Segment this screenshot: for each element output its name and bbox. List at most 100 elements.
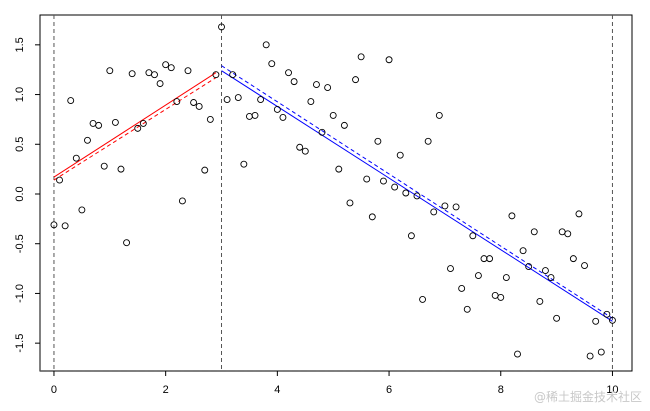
data-point: [391, 183, 399, 191]
x-axis: 0 2 4 6 8 10: [51, 371, 619, 396]
data-point: [352, 76, 359, 84]
data-point: [547, 274, 555, 281]
data-point: [374, 137, 382, 145]
data-point: [184, 67, 192, 75]
data-point: [569, 255, 577, 263]
data-point: [335, 165, 343, 173]
data-point: [497, 293, 505, 301]
data-point: [240, 160, 248, 168]
data-point: [474, 272, 482, 279]
data-point: [117, 165, 125, 173]
data-point: [178, 197, 186, 205]
plot-frame: [39, 14, 633, 372]
data-point: [162, 61, 170, 69]
data-point: [262, 41, 270, 49]
data-point: [609, 316, 616, 324]
data-point: [592, 317, 600, 325]
y-tick-label: -1.0: [14, 284, 26, 303]
data-point: [553, 314, 561, 322]
data-point: [50, 221, 58, 229]
data-point: [603, 310, 611, 318]
data-point: [519, 247, 527, 255]
data-point: [402, 189, 410, 197]
y-tick-label: -1.5: [14, 334, 26, 353]
data-point: [324, 84, 332, 92]
data-point: [313, 81, 320, 89]
data-point: [536, 297, 544, 305]
data-point: [480, 255, 488, 263]
data-point: [123, 239, 131, 247]
data-point: [173, 98, 181, 105]
y-tick-label: 1.5: [14, 37, 26, 52]
data-point: [424, 137, 432, 145]
data-point: [469, 232, 477, 240]
data-point: [558, 228, 566, 236]
data-point: [206, 115, 214, 123]
data-point: [530, 228, 538, 236]
data-point: [329, 111, 337, 119]
data-point: [508, 212, 516, 220]
data-point: [223, 96, 231, 103]
data-point: [229, 71, 237, 79]
data-point: [581, 262, 588, 270]
data-point: [167, 64, 175, 72]
data-point: [586, 352, 594, 360]
data-point: [279, 113, 287, 121]
data-point: [407, 232, 415, 240]
data-point: [346, 199, 354, 207]
data-point: [156, 80, 164, 88]
data-point: [419, 295, 427, 303]
data-point: [195, 103, 203, 110]
data-point: [525, 263, 533, 271]
data-point: [413, 192, 421, 200]
data-point: [435, 111, 443, 119]
data-point: [95, 121, 103, 129]
y-tick-label: 1.0: [14, 87, 26, 102]
y-tick-label: 0.0: [14, 186, 26, 201]
data-point: [514, 350, 521, 358]
x-tick-label: 4: [274, 384, 280, 396]
data-point: [212, 71, 220, 79]
data-point: [363, 175, 371, 183]
data-point: [447, 265, 454, 273]
data-point: [151, 71, 158, 79]
fitted-line-2: [221, 70, 613, 322]
y-tick-label: -0.5: [14, 234, 26, 253]
data-point: [139, 119, 147, 127]
data-point: [134, 124, 142, 132]
data-point: [257, 96, 265, 103]
data-point: [273, 106, 281, 113]
data-point: [218, 23, 225, 31]
x-tick-label: 10: [606, 384, 618, 396]
data-point: [380, 177, 387, 185]
data-point: [78, 206, 86, 214]
data-point: [285, 69, 292, 77]
data-point: [251, 111, 259, 119]
data-point: [128, 70, 136, 78]
data-point: [541, 267, 549, 275]
fitted-line-0: [53, 72, 217, 178]
data-point: [458, 285, 466, 292]
y-axis: -1.5 -1.0 -0.5 0.0 0.5 1.0 1.5: [14, 37, 40, 353]
data-point: [396, 151, 404, 159]
data-point: [84, 136, 91, 144]
data-point: [111, 118, 119, 126]
data-point: [296, 143, 304, 151]
data-point: [486, 255, 494, 263]
data-point: [452, 203, 460, 211]
data-point: [357, 53, 365, 61]
data-point: [245, 112, 253, 120]
data-point: [190, 99, 198, 106]
data-point: [145, 69, 153, 77]
data-point: [72, 154, 80, 162]
data-point: [290, 78, 298, 86]
y-tick-label: 0.5: [14, 137, 26, 152]
fitted-lines: [53, 65, 613, 322]
x-tick-label: 2: [163, 384, 169, 396]
data-point: [56, 176, 63, 184]
data-point: [463, 305, 471, 313]
data-point: [441, 202, 449, 210]
fitted-line-3: [221, 65, 613, 319]
data-point: [368, 213, 376, 221]
